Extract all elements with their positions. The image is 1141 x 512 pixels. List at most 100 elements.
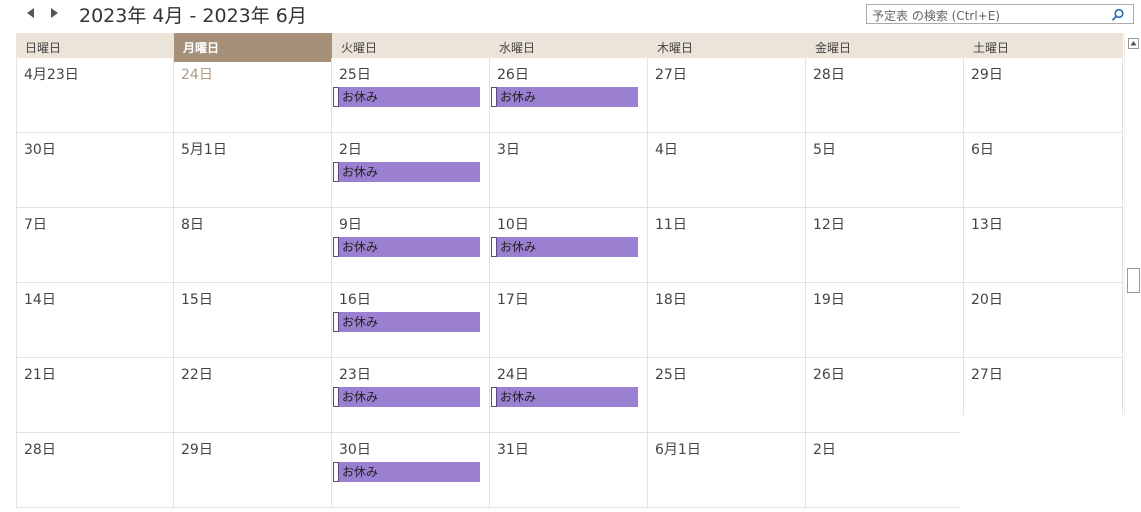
calendar-event[interactable]: お休み <box>491 237 638 257</box>
day-cell[interactable]: 28日 <box>16 433 174 508</box>
calendar-event[interactable]: お休み <box>333 387 480 407</box>
calendar-event[interactable]: お休み <box>333 162 480 182</box>
day-number: 27日 <box>971 367 1003 383</box>
day-cell[interactable]: 6月1日 <box>648 433 806 508</box>
calendar-toolbar: 2023年 4月 - 2023年 6月 予定表 の検索 (Ctrl+E) <box>0 0 1141 32</box>
day-cell[interactable]: 25日 お休み <box>332 58 490 133</box>
day-cell[interactable]: 18日 <box>648 283 806 358</box>
day-cell[interactable]: 26日 お休み <box>490 58 648 133</box>
event-title: お休み <box>342 240 379 254</box>
blank-area <box>960 415 1141 512</box>
weekday-header: 月曜日 <box>174 33 332 62</box>
day-cell[interactable]: 29日 <box>964 58 1123 133</box>
day-number: 29日 <box>971 67 1003 83</box>
day-number: 4月23日 <box>24 67 79 83</box>
day-cell[interactable]: 5月1日 <box>174 133 332 208</box>
day-cell[interactable]: 17日 <box>490 283 648 358</box>
day-cell[interactable]: 28日 <box>806 58 964 133</box>
day-cell[interactable]: 5日 <box>806 133 964 208</box>
day-cell[interactable]: 16日 お休み <box>332 283 490 358</box>
day-cell[interactable]: 15日 <box>174 283 332 358</box>
day-number: 19日 <box>813 292 845 308</box>
day-cell[interactable]: 8日 <box>174 208 332 283</box>
weekday-header: 木曜日 <box>657 41 694 55</box>
calendar-event[interactable]: お休み <box>491 387 638 407</box>
event-title: お休み <box>342 315 379 329</box>
day-cell[interactable]: 30日お休み <box>332 433 490 508</box>
triangle-right-icon[interactable] <box>47 6 61 20</box>
day-cell[interactable]: 9日お休み <box>332 208 490 283</box>
day-cell[interactable]: 31日 <box>490 433 648 508</box>
day-cell[interactable]: 3日 <box>490 133 648 208</box>
event-title: お休み <box>342 390 379 404</box>
event-title: お休み <box>342 165 379 179</box>
event-status-marker <box>491 87 497 107</box>
day-cell[interactable]: 13日 <box>964 208 1123 283</box>
day-cell[interactable]: 6日 <box>964 133 1123 208</box>
day-cell[interactable]: 19日 <box>806 283 964 358</box>
day-number: 31日 <box>497 442 529 458</box>
day-cell[interactable]: 11日 <box>648 208 806 283</box>
weekday-header: 土曜日 <box>973 41 1010 55</box>
event-status-marker <box>333 312 339 332</box>
weekday-header: 日曜日 <box>25 41 62 55</box>
calendar-event[interactable]: お休み <box>333 237 480 257</box>
calendar-event[interactable]: お休み <box>491 87 638 107</box>
day-number: 2日 <box>339 142 362 158</box>
day-number: 6日 <box>971 142 994 158</box>
day-cell[interactable]: 23日お休み <box>332 358 490 433</box>
day-number: 7日 <box>24 217 47 233</box>
day-cell[interactable]: 24日 <box>174 58 332 133</box>
weekday-header-row: 日曜日 月曜日 火曜日 水曜日 木曜日 金曜日 土曜日 <box>16 33 1123 62</box>
day-number: 5日 <box>813 142 836 158</box>
day-cell[interactable]: 21日 <box>16 358 174 433</box>
day-cell[interactable]: 12日 <box>806 208 964 283</box>
day-cell[interactable]: 26日 <box>806 358 964 433</box>
calendar-event[interactable]: お休み <box>333 462 480 482</box>
day-cell[interactable]: 7日 <box>16 208 174 283</box>
month-calendar: 日曜日 月曜日 火曜日 水曜日 木曜日 金曜日 土曜日 4月23日 24日 25日 お休み 26日お… <box>16 33 1123 509</box>
day-number: 18日 <box>655 292 687 308</box>
search-placeholder: 予定表 の検索 (Ctrl+E) <box>872 9 1000 23</box>
event-title: お休み <box>342 465 379 479</box>
day-number: 30日 <box>339 442 371 458</box>
day-number: 6月1日 <box>655 442 701 458</box>
day-cell[interactable]: 27日 <box>648 58 806 133</box>
day-cell[interactable]: 24日 お休み <box>490 358 648 433</box>
event-title: お休み <box>500 390 537 404</box>
day-number: 9日 <box>339 217 362 233</box>
day-number: 2日 <box>813 442 836 458</box>
day-cell[interactable]: 29日 <box>174 433 332 508</box>
day-number: 10日 <box>497 217 529 233</box>
day-cell[interactable]: 22日 <box>174 358 332 433</box>
event-title: お休み <box>342 90 379 104</box>
triangle-left-icon[interactable] <box>24 6 38 20</box>
day-number: 21日 <box>24 367 56 383</box>
day-cell[interactable]: 4日 <box>648 133 806 208</box>
calendar-event[interactable]: お休み <box>333 87 480 107</box>
event-status-marker <box>333 237 339 257</box>
search-icon[interactable] <box>1111 7 1125 21</box>
search-input[interactable]: 予定表 の検索 (Ctrl+E) <box>866 4 1134 24</box>
calendar-event[interactable]: お休み <box>333 312 480 332</box>
day-number: 25日 <box>655 367 687 383</box>
event-status-marker <box>491 237 497 257</box>
event-status-marker <box>333 462 339 482</box>
day-cell[interactable]: 4月23日 <box>16 58 174 133</box>
vertical-scrollbar[interactable] <box>1124 33 1141 512</box>
day-cell[interactable]: 30日 <box>16 133 174 208</box>
day-cell[interactable]: 2日 <box>806 433 964 508</box>
day-cell[interactable]: 2日お休み <box>332 133 490 208</box>
weekday-header: 火曜日 <box>341 41 378 55</box>
scroll-up-icon[interactable] <box>1128 38 1139 49</box>
day-number: 5月1日 <box>181 142 227 158</box>
day-number: 30日 <box>24 142 56 158</box>
day-number: 23日 <box>339 367 371 383</box>
scrollbar-thumb[interactable] <box>1127 268 1140 293</box>
day-number: 11日 <box>655 217 687 233</box>
day-number: 24日 <box>181 67 213 83</box>
day-cell[interactable]: 25日 <box>648 358 806 433</box>
day-cell[interactable]: 10日お休み <box>490 208 648 283</box>
day-cell[interactable]: 14日 <box>16 283 174 358</box>
day-cell[interactable]: 20日 <box>964 283 1123 358</box>
